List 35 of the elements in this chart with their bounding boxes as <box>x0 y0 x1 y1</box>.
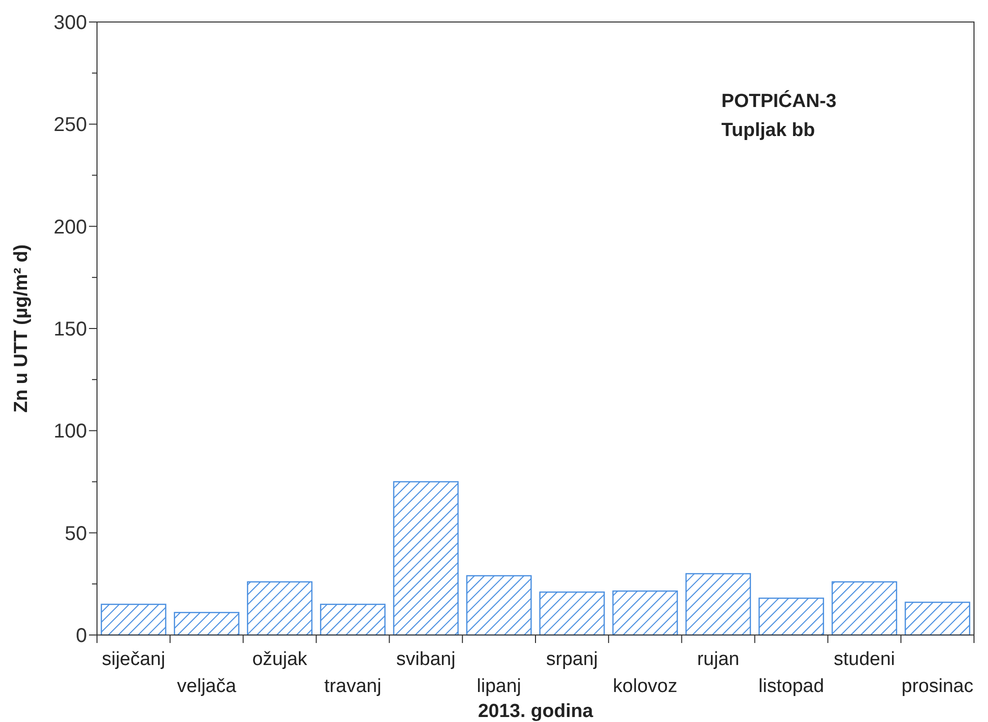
bar <box>832 581 898 636</box>
y-tick-label: 100 <box>54 420 87 443</box>
x-tick-label: studeni <box>834 649 896 670</box>
y-tick-label: 0 <box>76 625 87 647</box>
bar <box>320 604 386 636</box>
bar <box>685 573 751 636</box>
bar <box>393 481 459 636</box>
bar <box>466 575 532 636</box>
y-tick-label: 150 <box>54 318 87 340</box>
bar <box>539 591 605 636</box>
x-tick-label: kolovoz <box>612 676 678 697</box>
x-tick-label: lipanj <box>476 676 522 697</box>
bar <box>174 612 240 636</box>
bar <box>904 602 970 636</box>
bar <box>100 604 166 636</box>
bar <box>246 581 312 636</box>
x-tick-label: rujan <box>697 649 740 670</box>
x-tick-label: svibanj <box>396 649 456 670</box>
y-axis-title: Zn u UTT (µg/m² d) <box>11 244 32 413</box>
annotation: POTPIĆAN-3 <box>721 90 836 112</box>
x-tick-label: srpanj <box>546 649 598 670</box>
y-tick-label: 200 <box>54 216 87 238</box>
y-tick-label: 250 <box>54 114 87 136</box>
x-tick-label: siječanj <box>102 649 166 670</box>
x-tick-label: veljača <box>177 676 237 697</box>
bar <box>612 590 678 636</box>
x-axis-title: 2013. godina <box>478 701 594 722</box>
x-tick-label: listopad <box>758 676 824 697</box>
annotation: Tupljak bb <box>721 120 816 141</box>
x-tick-label: ožujak <box>252 649 308 670</box>
y-tick-label: 300 <box>54 12 87 34</box>
y-tick-label: 50 <box>64 522 87 545</box>
x-tick-label: travanj <box>324 676 382 697</box>
bar <box>758 598 824 636</box>
x-tick-label: prosinac <box>902 676 974 697</box>
